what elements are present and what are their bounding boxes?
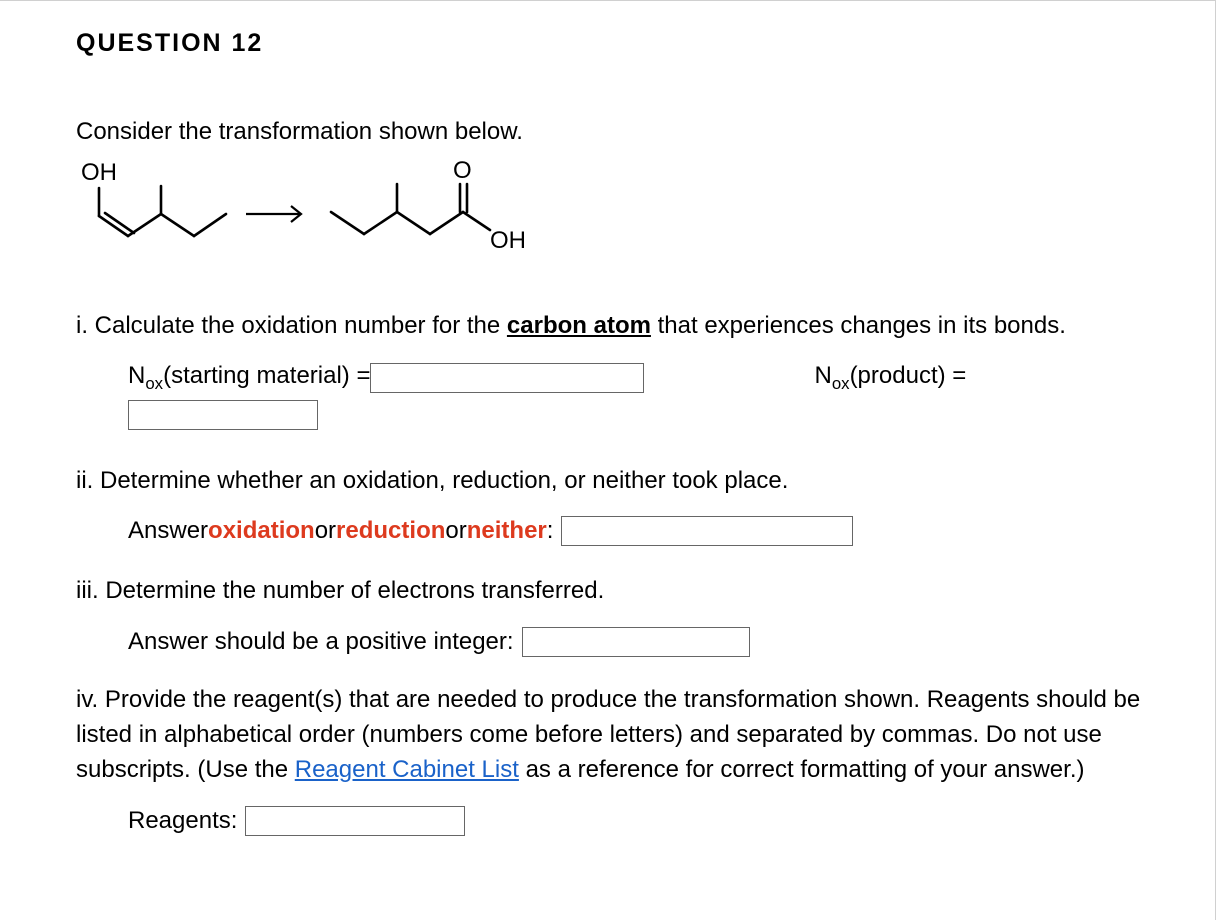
part-iv-post: as a reference for correct formatting of… (519, 756, 1085, 783)
part-i-text: i. Calculate the oxidation number for th… (76, 309, 1145, 344)
reaction-scheme: OH (76, 156, 1145, 279)
part-i-prefix: i. Calculate the oxidation number for th… (76, 312, 507, 339)
nox-start-input[interactable] (370, 363, 644, 393)
reagents-label: Reagents: (128, 807, 237, 835)
ans-pre: Answer (128, 517, 208, 545)
o-label-right: O (453, 157, 472, 184)
nox-pre: N (128, 362, 145, 389)
part-ii-text: ii. Determine whether an oxidation, redu… (76, 464, 1145, 499)
electrons-label: Answer should be a positive integer: (128, 628, 514, 656)
part-iv-text: iv. Provide the reagent(s) that are need… (76, 683, 1145, 787)
nox-product-label: Nox(product) = (814, 362, 966, 394)
colon: : (547, 517, 554, 545)
nox-sub2: ox (832, 374, 850, 393)
nox-pre2: N (814, 362, 831, 389)
part-i-emph: carbon atom (507, 312, 651, 339)
part-ii-answer-row: Answer oxidation or reduction or neither… (128, 516, 1145, 546)
electrons-input[interactable] (522, 627, 750, 657)
oh-label-right: OH (490, 227, 526, 254)
opt-neither: neither (467, 517, 547, 545)
reagents-input[interactable] (245, 806, 465, 836)
or1: or (315, 517, 336, 545)
molecule-svg: OH (76, 156, 526, 274)
part-iii-answer-row: Answer should be a positive integer: (128, 627, 1145, 657)
reagent-cabinet-link[interactable]: Reagent Cabinet List (295, 756, 519, 783)
nox-product-input[interactable] (128, 400, 318, 430)
oh-label-left: OH (81, 159, 117, 186)
nox-post2: (product) = (850, 362, 967, 389)
nox-row: Nox(starting material) = Nox(product) = (128, 362, 1145, 430)
question-container: QUESTION 12 Consider the transformation … (0, 0, 1216, 920)
part-i-suffix: that experiences changes in its bonds. (651, 312, 1066, 339)
or2: or (445, 517, 466, 545)
nox-post: (starting material) = (163, 362, 370, 389)
reagents-row: Reagents: (128, 806, 1145, 836)
nox-sub: ox (145, 374, 163, 393)
redox-type-input[interactable] (561, 516, 853, 546)
opt-oxidation: oxidation (208, 517, 315, 545)
opt-reduction: reduction (336, 517, 445, 545)
part-iii-text: iii. Determine the number of electrons t… (76, 574, 1145, 609)
intro-text: Consider the transformation shown below. (76, 118, 1145, 146)
question-title: QUESTION 12 (76, 29, 1145, 58)
nox-start-label: Nox(starting material) = (128, 362, 370, 394)
